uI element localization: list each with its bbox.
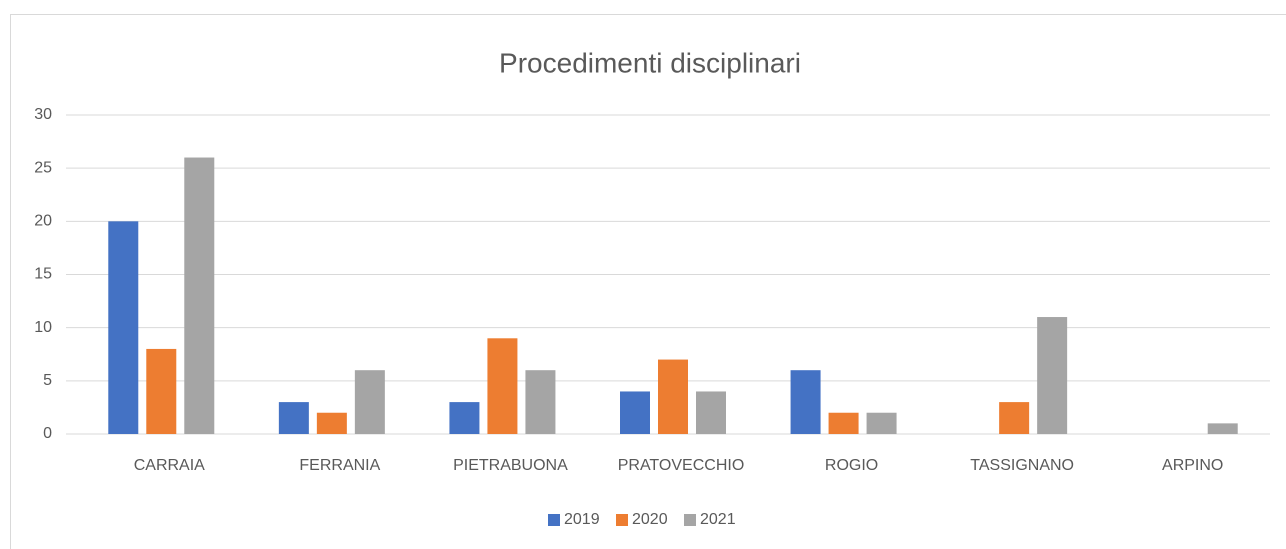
bar	[487, 338, 518, 434]
legend-swatch	[684, 514, 696, 526]
bar	[620, 391, 650, 434]
y-tick-label: 15	[34, 266, 52, 283]
bar	[354, 370, 385, 434]
y-tick-label: 0	[43, 425, 52, 442]
legend-swatch	[548, 514, 560, 526]
x-tick-label: FERRANIA	[299, 457, 380, 474]
bar	[790, 370, 821, 434]
bar	[828, 412, 859, 434]
y-tick-label: 30	[34, 106, 52, 123]
legend-swatch	[616, 514, 628, 526]
bar	[1207, 423, 1238, 434]
bar	[1037, 317, 1068, 434]
bar	[316, 412, 347, 434]
x-tick-label: ROGIO	[825, 457, 878, 474]
legend-label: 2020	[632, 511, 668, 528]
x-tick-label: CARRAIA	[134, 457, 205, 474]
y-tick-label: 5	[43, 372, 52, 389]
x-tick-label: TASSIGNANO	[970, 457, 1074, 474]
bar	[108, 221, 139, 434]
bar	[449, 402, 480, 434]
bar	[278, 402, 309, 434]
x-tick-label: ARPINO	[1162, 457, 1223, 474]
bar	[184, 157, 215, 435]
bar	[696, 391, 726, 434]
legend-label: 2021	[700, 511, 736, 528]
y-tick-label: 20	[34, 213, 52, 230]
bar	[658, 359, 688, 434]
bar	[525, 370, 556, 434]
bar	[999, 402, 1030, 434]
y-tick-label: 10	[34, 319, 52, 336]
x-tick-label: PRATOVECCHIO	[618, 457, 745, 474]
bar	[146, 348, 177, 434]
bar	[866, 412, 897, 434]
chart-title: Procedimenti disciplinari	[499, 47, 801, 78]
chart-frame	[10, 14, 1286, 549]
y-tick-label: 25	[34, 159, 52, 176]
legend-label: 2019	[564, 511, 600, 528]
x-tick-label: PIETRABUONA	[453, 457, 568, 474]
